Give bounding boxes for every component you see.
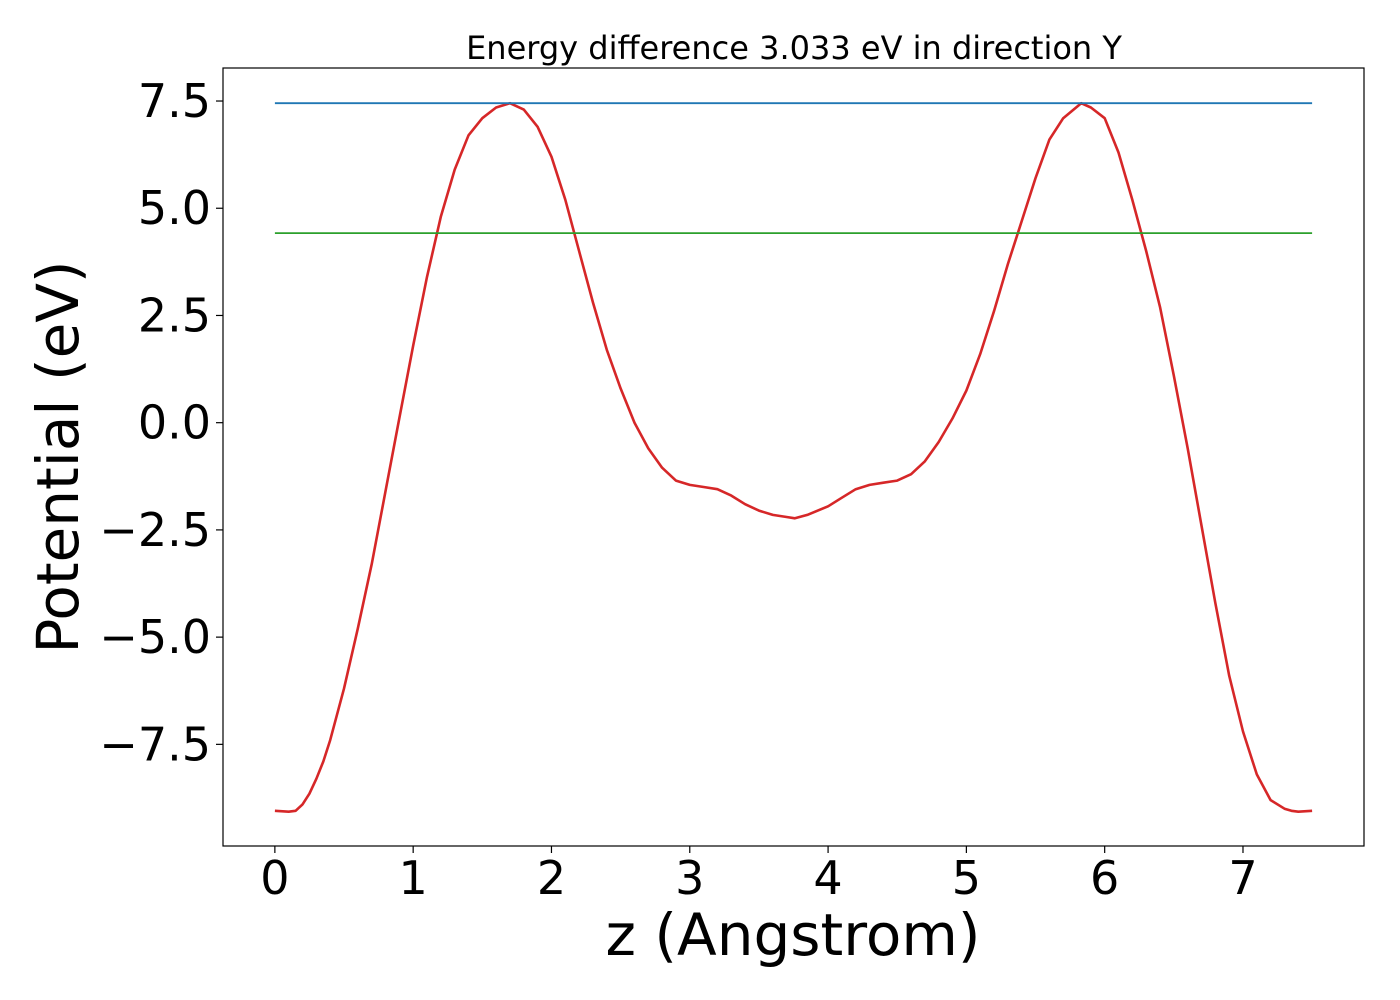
x-tick-label: 7 bbox=[1228, 851, 1257, 905]
x-axis: 0 1 2 3 4 5 6 7 bbox=[260, 846, 1258, 905]
y-tick-label: 7.5 bbox=[138, 74, 211, 128]
x-tick-label: 6 bbox=[1090, 851, 1119, 905]
chart-title: Energy difference 3.033 eV in direction … bbox=[466, 29, 1122, 67]
x-tick-label: 1 bbox=[399, 851, 428, 905]
series-layer bbox=[274, 101, 1313, 814]
x-tick-label: 3 bbox=[675, 851, 704, 905]
x-tick-label: 2 bbox=[537, 851, 566, 905]
y-tick-label: 0.0 bbox=[138, 396, 211, 450]
y-tick-label: −7.5 bbox=[99, 717, 211, 771]
x-tick-label: 4 bbox=[813, 851, 842, 905]
plot-area-frame bbox=[222, 67, 1365, 847]
x-tick-label: 5 bbox=[952, 851, 981, 905]
y-tick-label: 2.5 bbox=[138, 288, 211, 342]
x-tick-label: 0 bbox=[260, 851, 289, 905]
x-axis-label: z (Angstrom) bbox=[606, 901, 981, 969]
y-tick-label: 5.0 bbox=[138, 181, 211, 235]
y-axis: −7.5 −5.0 −2.5 0.0 2.5 5.0 7.5 bbox=[99, 74, 223, 771]
y-tick-label: −5.0 bbox=[99, 610, 211, 664]
y-axis-label: Potential (eV) bbox=[24, 260, 92, 653]
y-tick-label: −2.5 bbox=[99, 503, 211, 557]
series-line-1 bbox=[274, 101, 1313, 814]
